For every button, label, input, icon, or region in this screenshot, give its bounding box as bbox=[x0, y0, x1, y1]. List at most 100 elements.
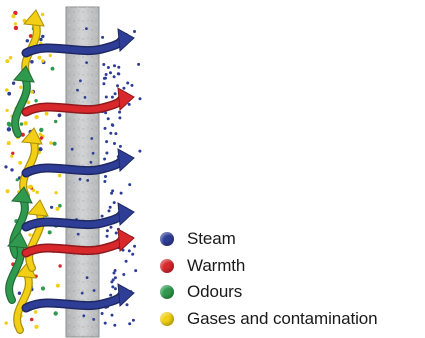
particle-dot bbox=[19, 85, 23, 90]
particle-dot bbox=[54, 191, 58, 195]
odours-dot-icon bbox=[160, 285, 174, 299]
steam-particle-dot bbox=[125, 303, 129, 307]
particle-dot bbox=[58, 264, 62, 268]
steam-particle-dot bbox=[113, 276, 117, 280]
steam-particle-dot bbox=[116, 84, 119, 88]
steam-particle-dot bbox=[102, 63, 106, 66]
steam-particle-dot bbox=[103, 157, 107, 161]
particle-dot bbox=[28, 233, 32, 237]
warmth-dot-icon bbox=[160, 258, 174, 273]
steam-particle-dot bbox=[124, 259, 128, 263]
particle-dot bbox=[13, 22, 17, 26]
legend-label-steam: Steam bbox=[187, 229, 236, 248]
wall-particle-dot bbox=[80, 291, 84, 295]
steam-particle-dot bbox=[112, 271, 116, 275]
steam-particle-dot bbox=[105, 229, 109, 233]
steam-particle-dot bbox=[111, 123, 115, 127]
steam-particle-dot bbox=[131, 318, 135, 322]
particle-dot bbox=[52, 141, 57, 146]
steam-particle-dot bbox=[100, 312, 104, 315]
steam-particle-dot bbox=[111, 189, 115, 193]
particle-dot bbox=[6, 121, 12, 127]
steam-particle-dot bbox=[103, 321, 107, 325]
particle-dot bbox=[30, 60, 34, 64]
particle-dot bbox=[50, 205, 54, 209]
legend-label-odours: Odours bbox=[187, 282, 243, 301]
wall-particle-dot bbox=[92, 318, 96, 321]
steam-particle-dot bbox=[105, 151, 109, 155]
particle-dot bbox=[13, 25, 19, 31]
wall-particle-dot bbox=[76, 232, 80, 236]
particle-dot bbox=[5, 189, 10, 194]
legend-item-steam: Steam bbox=[160, 228, 422, 250]
particle-dot bbox=[5, 108, 9, 113]
steam-particle-dot bbox=[128, 322, 132, 326]
particle-dot bbox=[40, 12, 45, 17]
particle-dot bbox=[50, 66, 55, 71]
legend-item-gases: Gases and contamination bbox=[160, 308, 422, 330]
steam-particle-dot bbox=[128, 183, 132, 187]
steam-particle-dot bbox=[104, 95, 108, 99]
particle-dot bbox=[30, 90, 34, 94]
particle-dot bbox=[10, 168, 14, 172]
steam-particle-dot bbox=[103, 180, 107, 183]
steam-particle-dot bbox=[118, 144, 122, 148]
particle-dot bbox=[11, 14, 16, 19]
gases-arrow-icon bbox=[25, 199, 49, 272]
particle-dot bbox=[10, 154, 14, 158]
particle-dot bbox=[57, 173, 62, 178]
steam-particle-dot bbox=[118, 116, 122, 120]
steam-particle-dot bbox=[111, 285, 115, 289]
steam-particle-dot bbox=[109, 225, 113, 229]
legend-item-warmth: Warmth bbox=[160, 255, 422, 277]
odours-arrow-icon bbox=[9, 186, 33, 259]
odours-arrow-icon bbox=[5, 231, 29, 304]
steam-particle-dot bbox=[109, 131, 113, 135]
steam-arrow-icon bbox=[21, 28, 135, 58]
particle-dot bbox=[49, 141, 53, 145]
particle-dot bbox=[34, 99, 38, 103]
steam-particle-dot bbox=[106, 117, 110, 121]
particle-dot bbox=[5, 88, 9, 92]
wall-particle-dot bbox=[85, 27, 88, 30]
steam-particle-dot bbox=[113, 269, 117, 272]
steam-particle-dot bbox=[133, 30, 136, 33]
particle-dot bbox=[54, 119, 58, 124]
steam-particle-dot bbox=[122, 86, 126, 90]
steam-particle-dot bbox=[102, 82, 106, 86]
particle-dot bbox=[47, 230, 52, 235]
particle-dot bbox=[4, 165, 8, 169]
particle-dot bbox=[11, 81, 16, 85]
particle-dot bbox=[8, 55, 13, 60]
steam-particle-dot bbox=[114, 231, 118, 235]
steam-particle-dot bbox=[137, 62, 141, 66]
gases-arrow-icon bbox=[13, 261, 37, 334]
steam-particle-dot bbox=[116, 72, 120, 76]
particle-dot bbox=[7, 91, 12, 96]
particle-dot bbox=[25, 39, 29, 43]
steam-particle-dot bbox=[112, 75, 116, 79]
wall-particle-dot bbox=[76, 88, 79, 92]
particle-dot bbox=[6, 141, 11, 146]
steam-particle-dot bbox=[114, 132, 118, 136]
steam-particle-dot bbox=[138, 97, 142, 101]
steam-particle-dot bbox=[134, 269, 138, 273]
particle-dot bbox=[31, 188, 36, 192]
particle-dot bbox=[5, 59, 10, 64]
particle-dot bbox=[11, 151, 15, 155]
particle-dot bbox=[44, 111, 49, 116]
wall-particle-dot bbox=[79, 79, 82, 83]
particle-dot bbox=[23, 121, 28, 126]
steam-particle-dot bbox=[101, 35, 105, 39]
particle-dot bbox=[53, 311, 58, 316]
steam-particle-dot bbox=[113, 142, 116, 145]
wall-particle-dot bbox=[85, 61, 88, 64]
steam-particle-dot bbox=[131, 252, 135, 256]
particle-dot bbox=[13, 10, 18, 16]
legend-label-gases: Gases and contamination bbox=[187, 308, 378, 328]
particle-dot bbox=[38, 147, 43, 152]
wall-particle-dot bbox=[70, 147, 74, 151]
gases-dot-icon bbox=[160, 311, 174, 326]
particle-dot bbox=[57, 113, 62, 118]
